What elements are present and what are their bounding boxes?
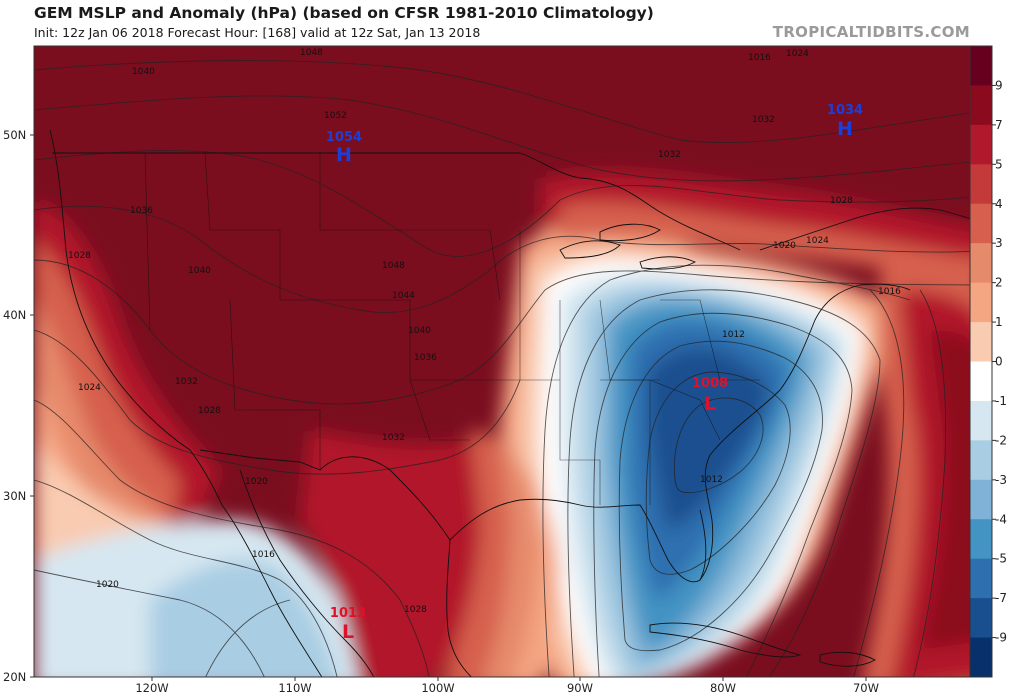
lon-label-80w: 80W — [710, 681, 736, 695]
isobar-lines — [34, 60, 970, 677]
anomaly-field: 1054 H 1034 H 1008 L 1013 L 1048 1040 10… — [34, 46, 970, 677]
colorbar-swatch — [970, 598, 992, 639]
colorbar-tick-label: 5 — [995, 157, 1003, 171]
high-center-value: 1054 — [326, 130, 362, 145]
colorbar-tick-label: 3 — [995, 236, 1003, 250]
low-center-value: 1008 — [692, 376, 728, 391]
colorbar-tick-label: 9 — [995, 78, 1003, 92]
lon-label-110w: 110W — [278, 681, 311, 695]
isobar-label: 1020 — [773, 241, 796, 251]
lon-label-90w: 90W — [567, 681, 593, 695]
isobar-label: 1020 — [96, 580, 119, 590]
colorbar-tick-label: -2 — [995, 433, 1007, 447]
colorbar-tick-label: -1 — [995, 394, 1007, 408]
colorbar-tick-label: -4 — [995, 512, 1007, 526]
isobar-label: 1032 — [752, 115, 775, 125]
latitude-axis: 50N 40N 30N 20N — [3, 128, 34, 684]
colorbar-swatch — [970, 203, 992, 244]
isobar-label: 1028 — [198, 406, 221, 416]
colorbar-swatch — [970, 164, 992, 205]
pressure-centers: 1054 H 1034 H 1008 L 1013 L — [326, 103, 863, 643]
lat-label-30n: 30N — [3, 489, 26, 503]
colorbar-swatch — [970, 85, 992, 126]
colorbar-swatch — [970, 124, 992, 165]
colorbar-swatch — [970, 637, 992, 678]
low-center-symbol: L — [342, 621, 354, 643]
isobar-label: 1016 — [748, 53, 771, 63]
isobar-label: 1048 — [382, 261, 405, 271]
colorbar-tick-label: 2 — [995, 276, 1003, 290]
low-center-value: 1013 — [330, 606, 366, 621]
colorbar-tick-label: 1 — [995, 315, 1003, 329]
isobar-label: 1048 — [300, 48, 323, 58]
isobar-label: 1040 — [132, 67, 155, 77]
coastlines-borders — [49, 129, 970, 677]
colorbar-swatch — [970, 46, 992, 86]
anomaly-colorbar: 9 7 5 4 3 2 1 0 -1 -2 -3 -4 -5 -7 -9 — [969, 45, 1007, 678]
isobar-label: 1028 — [404, 605, 427, 615]
state-borders — [144, 152, 760, 505]
lat-label-20n: 20N — [3, 670, 26, 684]
colorbar-tick-label: -3 — [995, 473, 1007, 487]
longitude-axis: 120W 110W 100W 90W 80W 70W — [135, 677, 879, 695]
lat-label-50n: 50N — [3, 128, 26, 142]
colorbar-swatch — [970, 400, 992, 441]
colorbar-swatch — [970, 519, 992, 560]
colorbar-swatch — [970, 361, 992, 402]
isobar-label: 1016 — [878, 287, 901, 297]
isobar-labels: 1048 1040 1052 1036 1028 1024 1040 1044 … — [68, 48, 901, 615]
isobar-label: 1044 — [392, 291, 415, 301]
map-title: GEM MSLP and Anomaly (hPa) (based on CFS… — [34, 4, 654, 22]
isobar-label: 1028 — [830, 196, 853, 206]
colorbar-swatch — [970, 558, 992, 599]
lon-label-100w: 100W — [421, 681, 454, 695]
high-center-value: 1034 — [827, 103, 863, 118]
site-watermark: TROPICALTIDBITS.COM — [772, 23, 970, 41]
isobar-label: 1040 — [408, 326, 431, 336]
colorbar-tick-label: -7 — [995, 591, 1007, 605]
lat-label-40n: 40N — [3, 308, 26, 322]
colorbar-swatch — [970, 243, 992, 284]
colorbar-swatch — [970, 479, 992, 520]
colorbar-swatch — [970, 282, 992, 323]
colorbar-swatch — [970, 440, 992, 481]
isobar-label: 1024 — [806, 236, 829, 246]
high-center-symbol: H — [837, 118, 853, 140]
isobar-label: 1028 — [68, 251, 91, 261]
colorbar-tick-label: -9 — [995, 631, 1007, 645]
isobar-label: 1016 — [252, 550, 275, 560]
colorbar-tick-label: 0 — [995, 355, 1003, 369]
isobar-label: 1032 — [382, 433, 405, 443]
map-subtitle: Init: 12z Jan 06 2018 Forecast Hour: [16… — [34, 25, 481, 40]
isobar-label: 1012 — [700, 475, 723, 485]
lon-label-70w: 70W — [853, 681, 879, 695]
isobar-label: 1052 — [324, 111, 347, 121]
lon-label-120w: 120W — [135, 681, 168, 695]
colorbar-swatch — [970, 322, 992, 362]
high-center-symbol: H — [336, 144, 352, 166]
isobar-label: 1020 — [245, 477, 268, 487]
colorbar-tick-label: 7 — [995, 118, 1003, 132]
low-center-symbol: L — [704, 393, 716, 415]
colorbar-tick-label: -5 — [995, 552, 1007, 566]
isobar-label: 1036 — [130, 206, 153, 216]
isobar-label: 1024 — [786, 49, 809, 59]
isobar-label: 1036 — [414, 353, 437, 363]
isobar-label: 1032 — [175, 377, 198, 387]
isobar-label: 1024 — [78, 383, 101, 393]
isobar-label: 1040 — [188, 266, 211, 276]
isobar-label: 1012 — [722, 330, 745, 340]
isobar-label: 1032 — [658, 150, 681, 160]
colorbar-tick-label: 4 — [995, 197, 1003, 211]
